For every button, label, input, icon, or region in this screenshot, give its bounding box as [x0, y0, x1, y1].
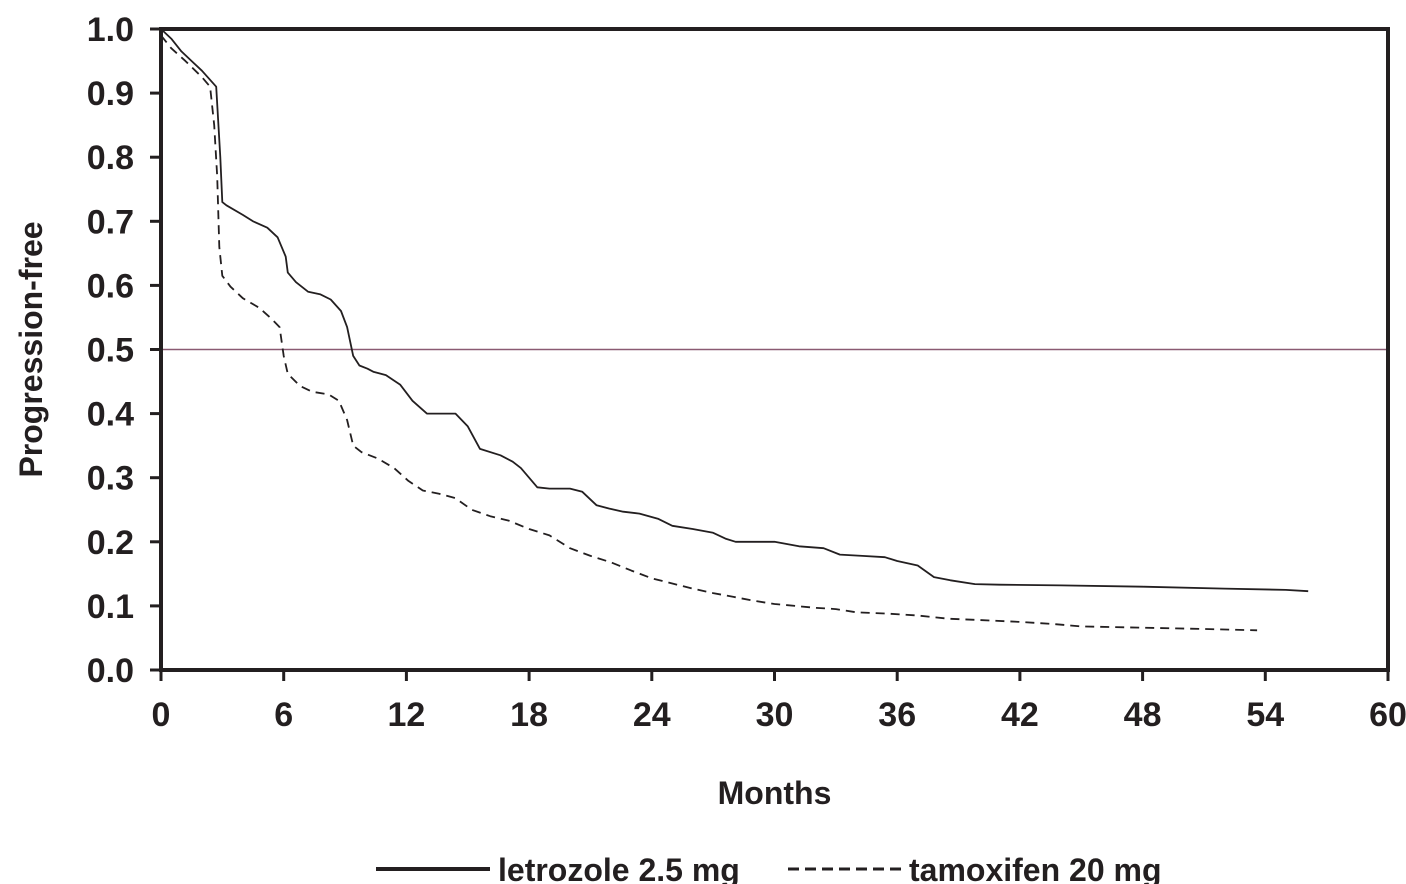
series-line-tamoxifen	[160, 34, 1258, 632]
x-axis-title: Months	[718, 775, 832, 811]
x-tick-label: 48	[1124, 696, 1162, 734]
x-axis: 0 6 12 18 24 30 36 42 48 54 60	[152, 670, 1406, 734]
y-axis: 0.0 0.1 0.2 0.3 0.4 0.5 0.6 0.7 0.8 0.9 1.0	[87, 11, 161, 690]
y-tick-label: 0.9	[87, 75, 134, 113]
x-tick-label: 0	[152, 696, 171, 734]
y-tick-label: 0.2	[87, 524, 134, 562]
legend: letrozole 2.5 mg tamoxifen 20 mg	[376, 852, 1162, 884]
y-tick-label: 0.3	[87, 460, 134, 498]
y-tick-label: 0.6	[87, 267, 134, 305]
x-tick-label: 12	[387, 696, 425, 734]
x-tick-label: 36	[878, 696, 916, 734]
x-tick-label: 30	[756, 696, 794, 734]
series-layer	[160, 28, 1309, 632]
x-tick-label: 18	[510, 696, 548, 734]
x-tick-label: 6	[274, 696, 293, 734]
y-tick-label: 0.0	[87, 652, 134, 690]
x-tick-label: 24	[633, 696, 671, 734]
x-tick-label: 60	[1369, 696, 1406, 734]
y-tick-label: 0.1	[87, 588, 134, 626]
series-line-letrozole	[160, 28, 1309, 593]
y-tick-label: 1.0	[87, 11, 134, 49]
y-tick-label: 0.5	[87, 332, 134, 370]
y-tick-label: 0.7	[87, 203, 134, 241]
legend-label: tamoxifen 20 mg	[909, 852, 1162, 884]
legend-label: letrozole 2.5 mg	[498, 852, 740, 884]
y-axis-title: Progression-free	[13, 221, 49, 477]
x-tick-label: 54	[1246, 696, 1284, 734]
x-tick-label: 42	[1001, 696, 1039, 734]
y-tick-label: 0.4	[87, 396, 134, 434]
y-tick-label: 0.8	[87, 139, 134, 177]
